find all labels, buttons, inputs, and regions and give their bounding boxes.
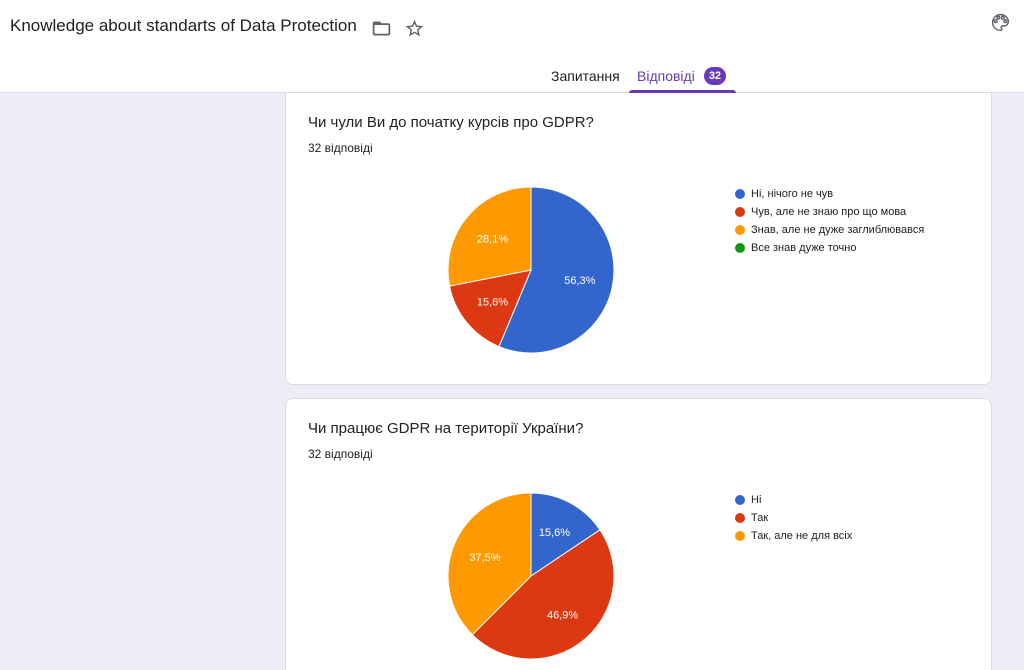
pie-slice-label: 15,6% bbox=[477, 297, 508, 309]
tab-questions[interactable]: Запитання bbox=[543, 58, 628, 93]
pie-slice[interactable] bbox=[498, 186, 615, 354]
tab-responses-label: Відповіді bbox=[637, 67, 695, 84]
legend-swatch bbox=[735, 495, 745, 505]
pie-slice[interactable] bbox=[530, 492, 601, 577]
question-card: Чи працює GDPR на території України? 32 … bbox=[285, 398, 992, 670]
pie-slice[interactable] bbox=[448, 269, 532, 348]
legend-label: Ні bbox=[751, 494, 762, 506]
pie-chart: 56,3% 15,6% 28,1% bbox=[447, 186, 615, 354]
folder-icon[interactable] bbox=[370, 17, 392, 39]
response-count: 32 відповіді bbox=[308, 447, 373, 461]
legend-label: Все знав дуже точно bbox=[751, 242, 857, 254]
question-title: Чи працює GDPR на території України? bbox=[308, 420, 584, 437]
pie-slice-label: 46,9% bbox=[547, 609, 578, 621]
chart-legend: Ні, нічого не чув Чув, але не знаю про що… bbox=[735, 185, 924, 257]
legend-label: Так, але не для всіх bbox=[751, 530, 853, 542]
legend-swatch bbox=[735, 225, 745, 235]
legend-item[interactable]: Ні, нічого не чув bbox=[735, 185, 924, 203]
pie-slice-label: 37,5% bbox=[469, 552, 500, 564]
legend-item[interactable]: Знав, але не дуже заглиблювався bbox=[735, 221, 924, 239]
legend-item[interactable]: Ні bbox=[735, 491, 852, 509]
pie-slice-label: 28,1% bbox=[477, 233, 508, 245]
pie-slice[interactable] bbox=[471, 529, 615, 660]
legend-label: Чув, але не знаю про що мова bbox=[751, 206, 907, 218]
palette-icon[interactable] bbox=[989, 11, 1011, 33]
legend-label: Ні, нічого не чув bbox=[751, 188, 834, 200]
legend-item[interactable]: Так bbox=[735, 509, 852, 527]
pie-slice-label: 15,6% bbox=[539, 527, 570, 539]
responses-count-badge: 32 bbox=[703, 66, 727, 85]
legend-swatch bbox=[735, 189, 745, 199]
active-tab-indicator bbox=[629, 90, 736, 93]
chart-legend: Ні Так Так, але не для всіх bbox=[735, 491, 852, 545]
legend-swatch bbox=[735, 207, 745, 217]
star-icon[interactable] bbox=[403, 17, 425, 39]
legend-item[interactable]: Чув, але не знаю про що мова bbox=[735, 203, 924, 221]
response-count: 32 відповіді bbox=[308, 141, 373, 155]
legend-item[interactable]: Все знав дуже точно bbox=[735, 239, 924, 257]
form-tabs: Запитання Відповіді 32 bbox=[0, 58, 1024, 93]
legend-swatch bbox=[735, 513, 745, 523]
pie-chart: 15,6% 46,9% 37,5% bbox=[447, 492, 615, 660]
tab-questions-label: Запитання bbox=[551, 67, 620, 84]
question-card: Чи чули Ви до початку курсів про GDPR? 3… bbox=[285, 93, 992, 385]
pie-slice[interactable] bbox=[447, 492, 532, 636]
legend-swatch bbox=[735, 243, 745, 253]
tab-responses[interactable]: Відповіді 32 bbox=[629, 58, 736, 93]
pie-slice-label: 56,3% bbox=[564, 275, 595, 287]
legend-item[interactable]: Так, але не для всіх bbox=[735, 527, 852, 545]
form-header: Knowledge about standarts of Data Protec… bbox=[0, 0, 1024, 93]
legend-swatch bbox=[735, 531, 745, 541]
legend-label: Знав, але не дуже заглиблювався bbox=[751, 224, 925, 236]
legend-label: Так bbox=[751, 512, 769, 524]
form-title[interactable]: Knowledge about standarts of Data Protec… bbox=[10, 16, 357, 35]
question-title: Чи чули Ви до початку курсів про GDPR? bbox=[308, 114, 594, 131]
pie-slice[interactable] bbox=[447, 186, 532, 287]
